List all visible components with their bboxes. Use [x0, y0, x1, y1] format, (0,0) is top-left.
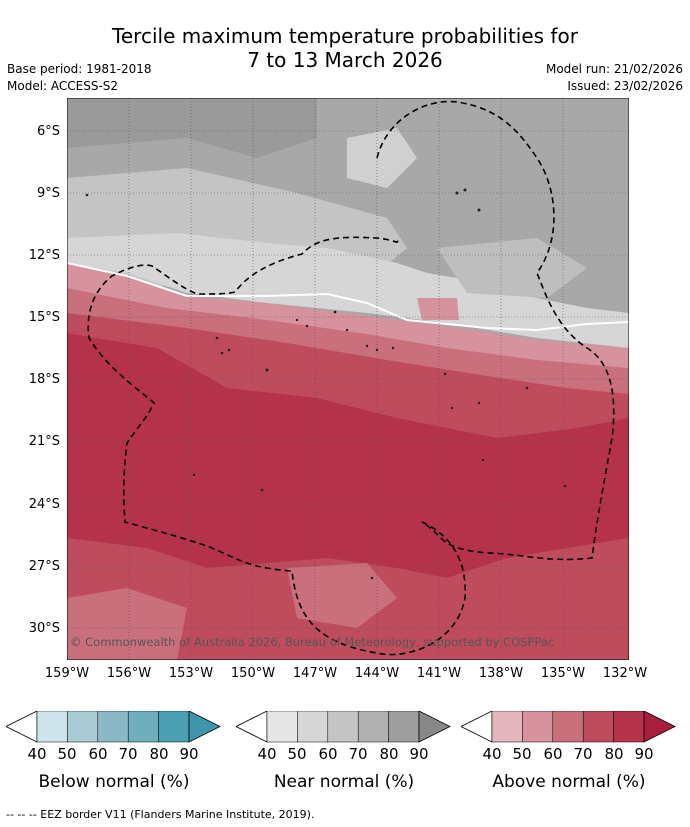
islands [85, 188, 567, 580]
tercile-boundary-line [67, 262, 629, 332]
cb2-tick-70: 70 [348, 745, 368, 763]
colorbar-near-normal [236, 711, 451, 743]
lon-tick-132w: 132°W [602, 666, 648, 681]
near-normal-patch-north [347, 128, 417, 188]
lon-tick-159w: 159°W [44, 666, 90, 681]
cb2-tick-60: 60 [318, 745, 338, 763]
cb2-tick-40: 40 [257, 745, 277, 763]
cb1-tick-40: 40 [27, 745, 47, 763]
copyright-text: © Commonwealth of Australia 2026, Bureau… [70, 635, 554, 649]
near-normal-patch-east [437, 238, 587, 298]
lat-tick-30s: 30°S [28, 621, 60, 636]
colorbar-above-normal [461, 711, 676, 743]
cb3-tick-90: 90 [634, 745, 654, 763]
lon-tick-150w: 150°W [230, 666, 276, 681]
cb1-tick-60: 60 [88, 745, 108, 763]
lon-tick-156w: 156°W [106, 666, 152, 681]
colorbar-above-normal-label: Above normal (%) [492, 772, 646, 792]
cb3-tick-70: 70 [573, 745, 593, 763]
lat-tick-18s: 18°S [28, 372, 60, 387]
eez-legend-note: -- -- -- EEZ border V11 (Flanders Marine… [6, 808, 315, 821]
cb1-tick-80: 80 [149, 745, 169, 763]
colorbar-below-normal [6, 711, 221, 743]
near-normal-lighter-band [67, 233, 629, 348]
lon-tick-141w: 141°W [416, 666, 462, 681]
cb2-tick-50: 50 [287, 745, 307, 763]
cb3-tick-50: 50 [512, 745, 532, 763]
lon-tick-135w: 135°W [540, 666, 586, 681]
lat-tick-24s: 24°S [28, 497, 60, 512]
lon-tick-138w: 138°W [478, 666, 524, 681]
colorbar-near-normal-label: Near normal (%) [273, 772, 415, 792]
model-name: Model: ACCESS-S2 [7, 79, 119, 93]
lon-tick-153w: 153°W [168, 666, 214, 681]
lat-tick-9s: 9°S [36, 186, 60, 201]
cb2-tick-90: 90 [409, 745, 429, 763]
map-title-line1: Tercile maximum temperature probabilitie… [112, 24, 578, 48]
cb1-tick-90: 90 [179, 745, 199, 763]
near-normal-dark-patch [67, 98, 317, 158]
graticule [67, 98, 629, 660]
model-run: Model run: 21/02/2026 [545, 62, 683, 76]
lon-tick-144w: 144°W [354, 666, 400, 681]
cb3-tick-80: 80 [604, 745, 624, 763]
cb1-tick-50: 50 [57, 745, 77, 763]
cb2-tick-80: 80 [379, 745, 399, 763]
cb3-tick-40: 40 [482, 745, 502, 763]
lat-tick-15s: 15°S [28, 310, 60, 325]
base-period: Base period: 1981-2018 [7, 62, 152, 76]
eez-borders [87, 100, 615, 656]
above-normal-south-patch [287, 563, 397, 628]
lat-tick-6s: 6°S [36, 124, 60, 139]
lat-tick-12s: 12°S [28, 248, 60, 263]
lat-tick-27s: 27°S [28, 559, 60, 574]
issued-date: Issued: 23/02/2026 [567, 79, 683, 93]
cb1-tick-70: 70 [118, 745, 138, 763]
colorbar-below-normal-label: Below normal (%) [38, 772, 190, 792]
lat-tick-21s: 21°S [28, 434, 60, 449]
above-normal-small-patch [417, 298, 459, 320]
above-normal-southwest-patch [67, 588, 187, 660]
cb3-tick-60: 60 [543, 745, 563, 763]
probability-map: © Commonwealth of Australia 2026, Bureau… [67, 98, 629, 660]
lon-tick-147w: 147°W [292, 666, 338, 681]
map-title-line2: 7 to 13 March 2026 [247, 48, 443, 72]
